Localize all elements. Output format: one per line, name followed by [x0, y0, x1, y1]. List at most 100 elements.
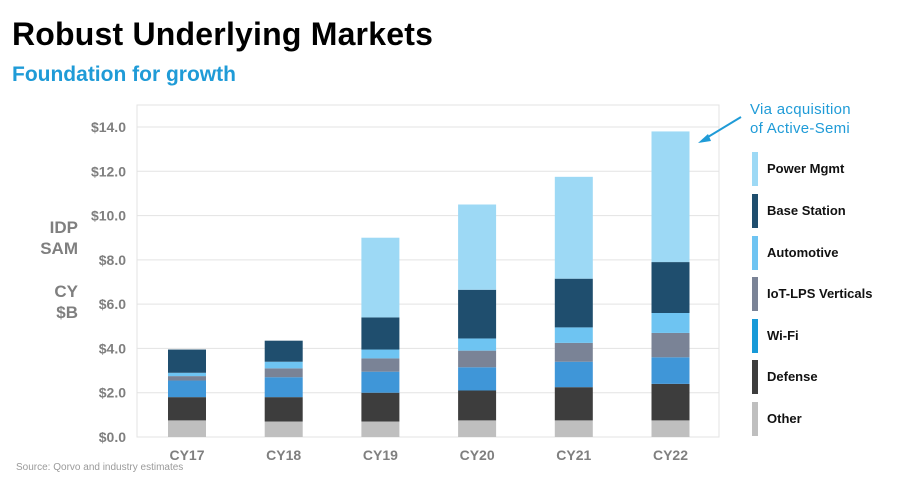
- bar-segment-iot-lps-verticals: [554, 342, 593, 362]
- bar-segment-other: [361, 421, 400, 437]
- y-axis-label-idp: IDP: [49, 218, 78, 237]
- legend-item-defense: Defense: [752, 360, 902, 394]
- bar-stack-cy22: [651, 131, 690, 437]
- legend-label: Defense: [767, 369, 818, 384]
- legend-label: Automotive: [767, 245, 839, 260]
- bar-segment-iot-lps-verticals: [168, 376, 206, 381]
- bar-segment-base-station: [361, 317, 400, 350]
- page-subtitle: Foundation for growth: [12, 63, 236, 86]
- bar-segment-power-mgmt: [651, 131, 690, 263]
- bar-segment-defense: [651, 383, 690, 421]
- bar-segment-other: [168, 420, 206, 437]
- bar-segment-wi-fi: [361, 371, 400, 393]
- bar-segment-base-station: [651, 262, 690, 313]
- bar-segment-base-station: [168, 349, 206, 373]
- legend-label: Power Mgmt: [767, 161, 845, 176]
- x-tick-label: CY17: [169, 447, 204, 463]
- bar-segment-iot-lps-verticals: [651, 332, 690, 358]
- plot-frame: [136, 104, 720, 438]
- legend-item-automotive: Automotive: [752, 236, 902, 270]
- bar-segment-iot-lps-verticals: [264, 368, 303, 378]
- bar-segment-power-mgmt: [458, 204, 497, 290]
- bars: [168, 131, 690, 437]
- bar-segment-other: [651, 420, 690, 437]
- bar-stack-cy18: [264, 340, 303, 437]
- legend-item-iot-lps: IoT-LPS Verticals: [752, 277, 902, 311]
- bar-segment-iot-lps-verticals: [458, 350, 497, 368]
- bar-segment-base-station: [554, 278, 593, 328]
- y-tick-labels: $0.0 $2.0 $4.0 $6.0 $8.0 $10.0 $12.0 $14.0: [91, 119, 126, 445]
- x-tick-label: CY21: [556, 447, 591, 463]
- bar-segment-defense: [264, 397, 303, 422]
- source-note: Source: Qorvo and industry estimates: [16, 462, 184, 473]
- x-tick-labels: CY17 CY18 CY19 CY20 CY21 CY22: [169, 447, 688, 463]
- bar-segment-wi-fi: [458, 367, 497, 391]
- bar-segment-defense: [168, 397, 206, 421]
- legend-swatch: [752, 360, 758, 394]
- y-tick-label: $14.0: [91, 119, 126, 135]
- legend-swatch: [752, 319, 758, 353]
- bar-segment-automotive: [554, 327, 593, 343]
- bar-segment-wi-fi: [554, 361, 593, 388]
- gridlines: [136, 104, 720, 438]
- bar-segment-iot-lps-verticals: [361, 358, 400, 372]
- annotation-line-1: Via acquisition: [750, 101, 851, 118]
- legend-swatch: [752, 402, 758, 436]
- legend-label: IoT-LPS Verticals: [767, 286, 873, 301]
- legend-swatch: [752, 236, 758, 270]
- bar-segment-base-station: [264, 340, 303, 362]
- bar-segment-automotive: [651, 313, 690, 333]
- bar-segment-power-mgmt: [361, 237, 400, 318]
- bar-segment-automotive: [264, 361, 303, 369]
- y-axis-label-cy: CY: [54, 282, 78, 301]
- arrow-line: [702, 116, 742, 141]
- x-tick-label: CY18: [266, 447, 301, 463]
- bar-segment-automotive: [361, 349, 400, 359]
- legend-item-other: Other: [752, 402, 902, 436]
- bar-stack-cy17: [168, 349, 206, 437]
- bar-segment-other: [554, 420, 593, 437]
- x-tick-label: CY22: [653, 447, 688, 463]
- y-axis-label-sam: SAM: [40, 239, 78, 258]
- x-tick-label: CY19: [363, 447, 398, 463]
- bar-stack-cy21: [554, 176, 593, 437]
- legend-label: Wi-Fi: [767, 328, 799, 343]
- x-tick-label: CY20: [460, 447, 495, 463]
- bar-stack-cy19: [361, 237, 400, 437]
- bar-segment-automotive: [168, 372, 206, 377]
- legend-item-base-station: Base Station: [752, 194, 902, 228]
- bar-segment-base-station: [458, 289, 497, 339]
- bar-segment-wi-fi: [651, 357, 690, 384]
- bar-segment-other: [264, 421, 303, 437]
- bar-segment-defense: [361, 392, 400, 422]
- bar-segment-wi-fi: [264, 377, 303, 398]
- legend-swatch: [752, 194, 758, 228]
- y-tick-label: $0.0: [99, 429, 126, 445]
- bar-segment-power-mgmt: [554, 176, 593, 279]
- bar-segment-automotive: [458, 338, 497, 351]
- y-tick-label: $12.0: [91, 163, 126, 179]
- y-axis-label-unit: $B: [56, 303, 78, 322]
- legend-label: Base Station: [767, 203, 846, 218]
- y-tick-label: $2.0: [99, 385, 126, 401]
- annotation-line-2: of Active-Semi: [750, 120, 851, 137]
- legend-label: Other: [767, 411, 802, 426]
- y-tick-label: $6.0: [99, 296, 126, 312]
- annotation-text: Via acquisition of Active-Semi: [750, 100, 851, 138]
- legend-item-wifi: Wi-Fi: [752, 319, 902, 353]
- bar-segment-wi-fi: [168, 380, 206, 398]
- legend-swatch: [752, 152, 758, 186]
- bar-segment-other: [458, 420, 497, 437]
- legend-item-power-mgmt: Power Mgmt: [752, 152, 902, 186]
- bar-segment-defense: [554, 387, 593, 421]
- page-title: Robust Underlying Markets: [12, 16, 434, 52]
- legend-swatch: [752, 277, 758, 311]
- y-tick-label: $8.0: [99, 252, 126, 268]
- y-tick-label: $10.0: [91, 208, 126, 224]
- annotation-arrow: [698, 116, 742, 143]
- arrow-head-icon: [698, 134, 711, 143]
- bar-stack-cy20: [458, 204, 497, 437]
- y-tick-label: $4.0: [99, 340, 126, 356]
- bar-segment-defense: [458, 390, 497, 421]
